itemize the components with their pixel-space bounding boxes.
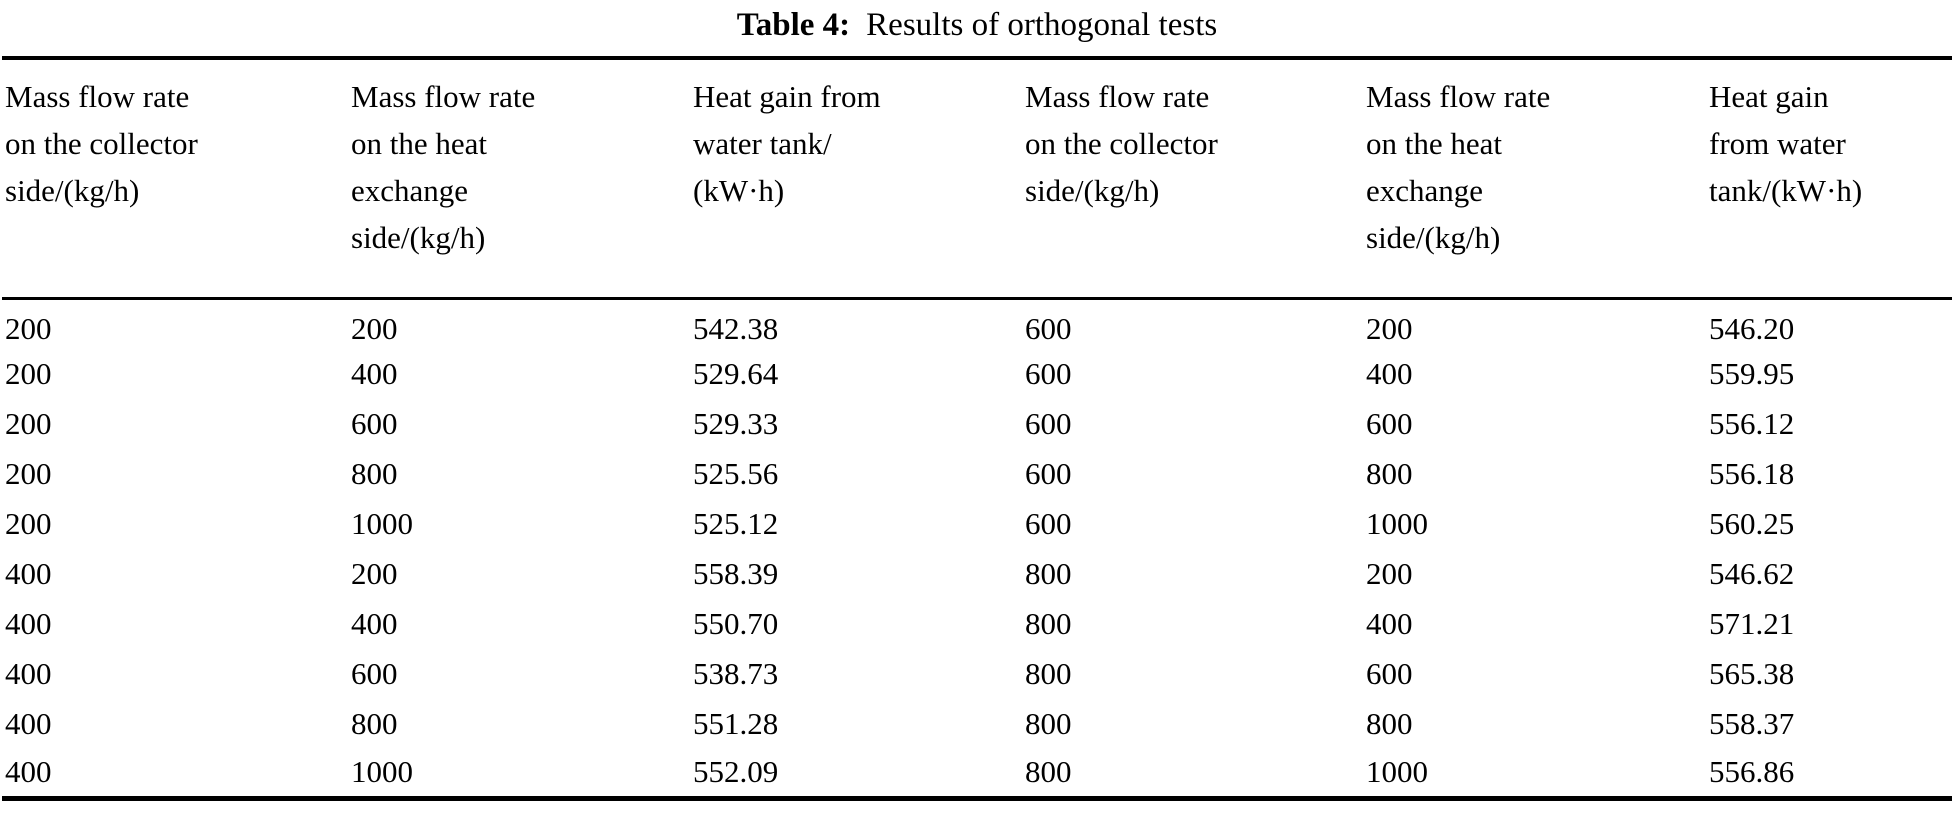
cell-r8-c4: 800 — [1025, 655, 1072, 691]
cell-r10-c6: 556.86 — [1709, 754, 1795, 790]
cell-r4-c1: 200 — [5, 455, 52, 491]
cell-r5-c2: 1000 — [351, 505, 413, 541]
cell-r1-c6: 546.20 — [1709, 311, 1795, 347]
table-row: 400 800 551.28 800 800 558.37 — [2, 699, 1952, 749]
column-header-5: Mass flow rate on the heat exchange side… — [1363, 58, 1706, 300]
cell-r1-c5: 200 — [1366, 311, 1413, 347]
cell-r3-c6: 556.12 — [1709, 405, 1795, 441]
table-caption: Table 4: Results of orthogonal tests — [2, 0, 1952, 56]
cell-r10-c1: 400 — [5, 754, 52, 790]
cell-r4-c5: 800 — [1366, 455, 1413, 491]
cell-r3-c5: 600 — [1366, 405, 1413, 441]
cell-r6-c3: 558.39 — [693, 555, 779, 591]
cell-r5-c5: 1000 — [1366, 505, 1428, 541]
cell-r6-c6: 546.62 — [1709, 555, 1795, 591]
cell-r3-c2: 600 — [351, 405, 398, 441]
cell-r2-c3: 529.64 — [693, 355, 779, 391]
cell-r9-c5: 800 — [1366, 705, 1413, 741]
column-header-2: Mass flow rate on the heat exchange side… — [348, 58, 690, 300]
cell-r1-c2: 200 — [351, 311, 398, 347]
table-caption-text: Results of orthogonal tests — [866, 7, 1218, 43]
cell-r8-c3: 538.73 — [693, 655, 779, 691]
cell-r7-c6: 571.21 — [1709, 605, 1795, 641]
table-row: 400 200 558.39 800 200 546.62 — [2, 549, 1952, 599]
cell-r1-c4: 600 — [1025, 311, 1072, 347]
cell-r4-c2: 800 — [351, 455, 398, 491]
table-row: 400 600 538.73 800 600 565.38 — [2, 649, 1952, 699]
table-header-row: Mass flow rate on the collector side/(kg… — [2, 58, 1952, 300]
cell-r7-c5: 400 — [1366, 605, 1413, 641]
cell-r10-c4: 800 — [1025, 754, 1072, 790]
cell-r6-c2: 200 — [351, 555, 398, 591]
cell-r5-c6: 560.25 — [1709, 505, 1795, 541]
table-row: 200 1000 525.12 600 1000 560.25 — [2, 499, 1952, 549]
table-row: 400 400 550.70 800 400 571.21 — [2, 599, 1952, 649]
cell-r4-c4: 600 — [1025, 455, 1072, 491]
cell-r7-c2: 400 — [351, 605, 398, 641]
cell-r8-c6: 565.38 — [1709, 655, 1795, 691]
table-row: 200 200 542.38 600 200 546.20 — [2, 299, 1952, 349]
cell-r6-c1: 400 — [5, 555, 52, 591]
cell-r9-c1: 400 — [5, 705, 52, 741]
column-header-4: Mass flow rate on the collector side/(kg… — [1022, 58, 1363, 300]
cell-r5-c4: 600 — [1025, 505, 1072, 541]
table-row: 200 400 529.64 600 400 559.95 — [2, 349, 1952, 399]
cell-r2-c6: 559.95 — [1709, 355, 1795, 391]
table-caption-label: Table 4: — [736, 7, 851, 43]
cell-r7-c1: 400 — [5, 605, 52, 641]
cell-r6-c5: 200 — [1366, 555, 1413, 591]
cell-r4-c3: 525.56 — [693, 455, 779, 491]
cell-r3-c4: 600 — [1025, 405, 1072, 441]
cell-r8-c1: 400 — [5, 655, 52, 691]
cell-r10-c5: 1000 — [1366, 754, 1428, 790]
column-header-6: Heat gain from water tank/(kW·h) — [1706, 58, 1952, 300]
cell-r10-c2: 1000 — [351, 754, 413, 790]
cell-r1-c3: 542.38 — [693, 311, 779, 347]
cell-r3-c3: 529.33 — [693, 405, 779, 441]
cell-r7-c4: 800 — [1025, 605, 1072, 641]
cell-r8-c2: 600 — [351, 655, 398, 691]
cell-r3-c1: 200 — [5, 405, 52, 441]
cell-r5-c1: 200 — [5, 505, 52, 541]
cell-r2-c2: 400 — [351, 355, 398, 391]
cell-r9-c3: 551.28 — [693, 705, 779, 741]
table-row: 200 600 529.33 600 600 556.12 — [2, 399, 1952, 449]
cell-r5-c3: 525.12 — [693, 505, 779, 541]
cell-r4-c6: 556.18 — [1709, 455, 1795, 491]
column-header-1: Mass flow rate on the collector side/(kg… — [2, 58, 348, 300]
orthogonal-tests-table: Mass flow rate on the collector side/(kg… — [2, 56, 1952, 801]
cell-r9-c4: 800 — [1025, 705, 1072, 741]
cell-r1-c1: 200 — [5, 311, 52, 347]
cell-r9-c6: 558.37 — [1709, 705, 1795, 741]
cell-r6-c4: 800 — [1025, 555, 1072, 591]
cell-r2-c5: 400 — [1366, 355, 1413, 391]
cell-r8-c5: 600 — [1366, 655, 1413, 691]
table-row: 200 800 525.56 600 800 556.18 — [2, 449, 1952, 499]
cell-r2-c1: 200 — [5, 355, 52, 391]
cell-r2-c4: 600 — [1025, 355, 1072, 391]
cell-r10-c3: 552.09 — [693, 754, 779, 790]
column-header-3: Heat gain from water tank/ (kW·h) — [690, 58, 1022, 300]
cell-r7-c3: 550.70 — [693, 605, 779, 641]
table-row: 400 1000 552.09 800 1000 556.86 — [2, 749, 1952, 799]
cell-r9-c2: 800 — [351, 705, 398, 741]
